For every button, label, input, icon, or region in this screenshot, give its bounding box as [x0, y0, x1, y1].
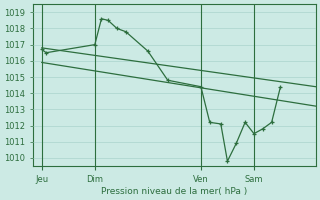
- X-axis label: Pression niveau de la mer( hPa ): Pression niveau de la mer( hPa ): [101, 187, 247, 196]
